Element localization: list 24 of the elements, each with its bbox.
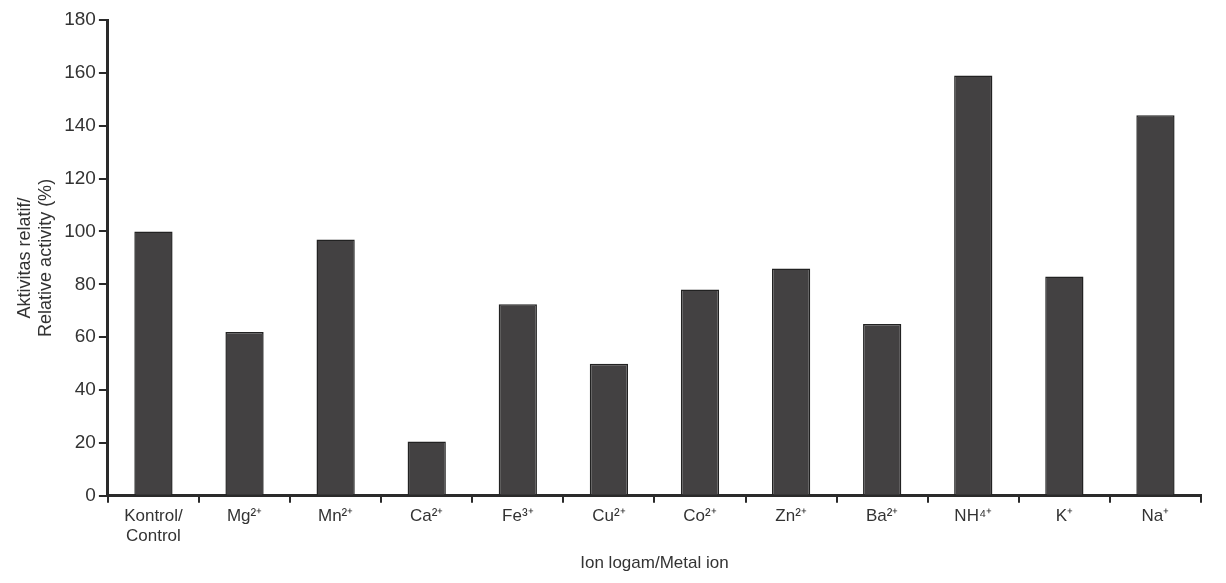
x-tick-label: Mg²⁺ [226,505,263,525]
y-axis-title: Aktivitas relatif/ Relative activity (%) [13,178,56,337]
x-tick-label: K⁺ [1055,505,1074,525]
x-tick-label: NH⁴⁺ [954,505,993,525]
x-tick-label: Fe³⁺ [502,505,534,525]
x-tick-label: Ba²⁺ [865,505,899,525]
y-tick-label: 0 [85,484,96,506]
x-tick-label: Na⁺ [1141,505,1170,525]
y-tick-label: 40 [74,378,96,400]
x-tick-label: Cu²⁺ [592,505,626,525]
y-tick-label: 20 [74,431,96,453]
x-tick-label: Kontrol/ Control [124,505,184,546]
x-tick-label: Ca²⁺ [410,505,444,525]
y-tick-label: 60 [74,325,96,347]
y-tick-label: 100 [64,219,96,241]
x-axis-title: Ion logam/Metal ion [580,553,729,573]
y-tick-label: 80 [74,272,96,294]
x-tick-label: Mn²⁺ [317,505,354,525]
y-tick-label: 160 [64,61,96,83]
x-tick-label: Co²⁺ [683,505,717,525]
y-tick-label: 120 [64,166,96,188]
y-tick-label: 180 [64,8,96,30]
y-tick-label: 140 [64,113,96,135]
x-tick-label: Zn²⁺ [775,505,807,525]
